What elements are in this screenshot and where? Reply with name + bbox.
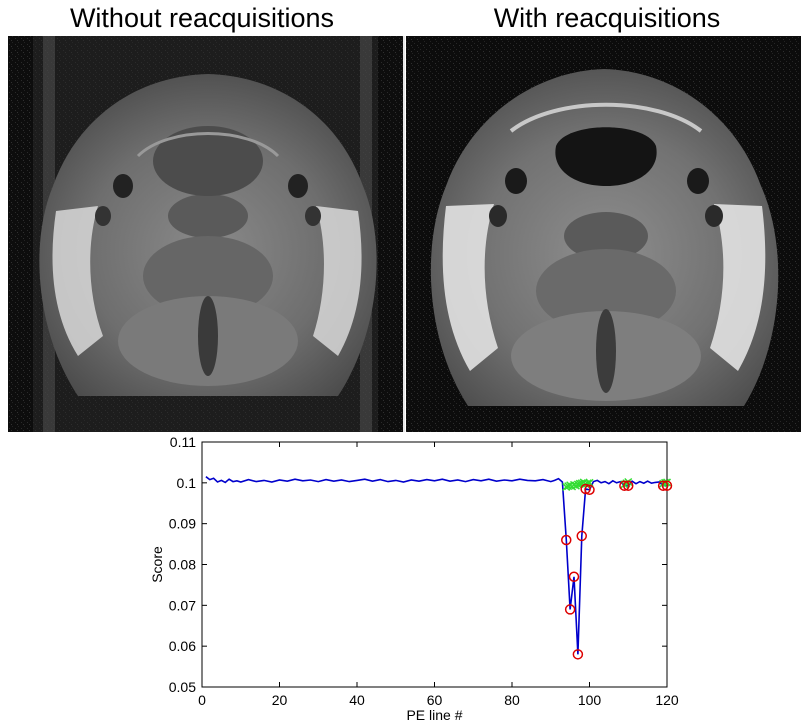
green-x-marker: [624, 477, 633, 487]
score-line-series: [205, 476, 667, 655]
y-axis-label: Score: [149, 546, 165, 583]
x-tick-label: 40: [349, 692, 365, 708]
plot-frame: [201, 441, 668, 688]
y-tick-label: 0.1: [177, 475, 197, 491]
mri-image-with-reacquisitions: [406, 36, 801, 432]
score-chart: 0 20 40 60 80 100 120 0.05 0.06 0.07 0.08 0.09 0.1 0.…: [149, 434, 679, 723]
y-tick-label: 0.05: [169, 679, 196, 695]
left-panel-title: Without reacquisitions: [69, 3, 335, 33]
x-tick-label: 20: [272, 692, 288, 708]
image-divider: [403, 36, 405, 432]
red-circle-marker: [657, 480, 669, 491]
y-tick-label: 0.09: [169, 516, 196, 532]
red-circle-marker: [580, 483, 591, 495]
red-circle-marker: [584, 484, 595, 496]
x-tick-label: 0: [198, 692, 206, 708]
y-tick-label: 0.08: [169, 557, 196, 573]
red-circle-marker: [623, 480, 634, 491]
red-circle-marker: [576, 530, 587, 542]
y-tick-label: 0.07: [169, 597, 196, 613]
x-tick-label: 80: [504, 692, 520, 708]
x-tick-label: 120: [655, 692, 679, 708]
mri-image-without-reacquisitions: [8, 36, 403, 432]
red-circle-marker: [661, 480, 673, 491]
red-circle-marker: [619, 480, 630, 491]
red-circle-marker: [572, 649, 584, 660]
red-circle-marker: [564, 604, 576, 615]
x-axis-label: PE line #: [406, 707, 462, 723]
red-circle-marker: [561, 534, 572, 546]
y-tick-label: 0.11: [170, 434, 196, 450]
right-panel-title: With reacquisitions: [493, 3, 721, 33]
x-tick-label: 100: [578, 692, 602, 708]
x-tick-label: 60: [427, 692, 443, 708]
y-tick-label: 0.06: [169, 638, 196, 654]
red-circle-marker: [568, 571, 580, 582]
